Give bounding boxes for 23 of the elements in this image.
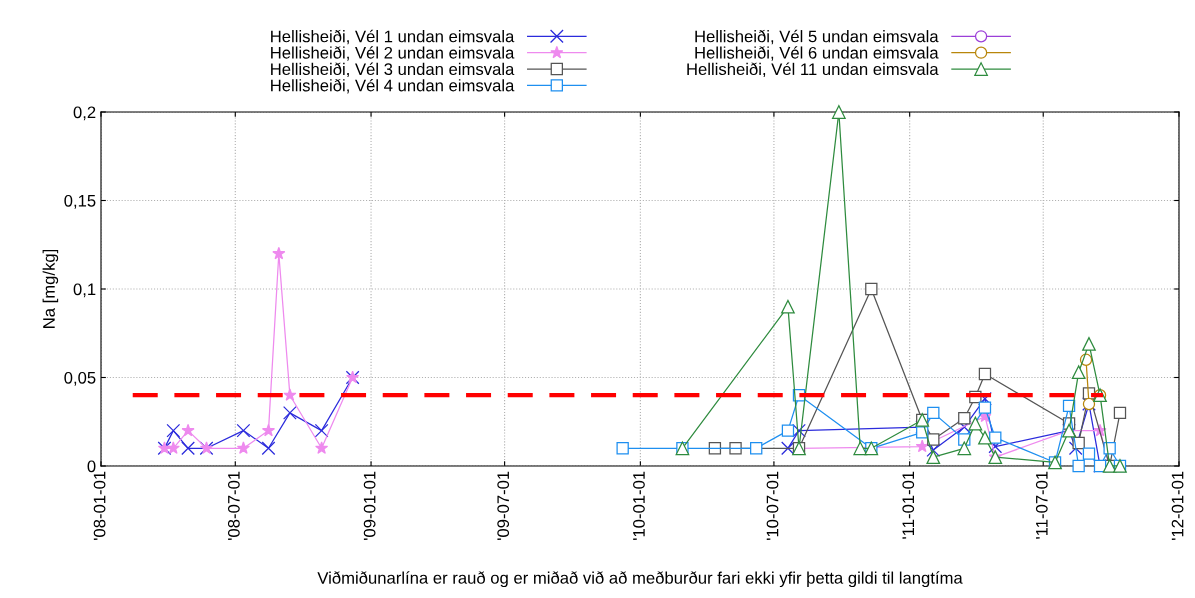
x-tick-label: '09-01-01 bbox=[363, 471, 376, 540]
y-axis-title: Na [mg/kg] bbox=[42, 249, 59, 328]
legend-label: Hellisheiði, Vél 4 undan eimsvala bbox=[271, 78, 515, 94]
legend-label: Hellisheiði, Vél 11 undan eimsvala bbox=[687, 62, 939, 78]
y-tick-label: 0,2 bbox=[73, 106, 96, 121]
x-tick-label: '09-07-01 bbox=[497, 471, 510, 540]
x-tick-label: '10-07-01 bbox=[766, 471, 779, 540]
legend-label: Hellisheiði, Vél 5 undan eimsvala bbox=[695, 29, 939, 45]
legend-label: Hellisheiði, Vél 1 undan eimsvala bbox=[271, 29, 515, 45]
x-tick-label: '08-07-01 bbox=[227, 471, 240, 540]
x-tick-label: '11-01-01 bbox=[902, 471, 915, 539]
legend-label: Hellisheiði, Vél 3 undan eimsvala bbox=[271, 62, 515, 78]
legend-label: Hellisheiði, Vél 6 undan eimsvala bbox=[695, 46, 939, 61]
y-tick-label: 0,15 bbox=[64, 194, 96, 209]
y-tick-label: 0 bbox=[87, 460, 96, 473]
x-tick-label: '10-01-01 bbox=[633, 471, 645, 540]
x-tick-label: '12-01-01 bbox=[1171, 471, 1184, 540]
x-tick-label: '08-01-01 bbox=[93, 471, 106, 540]
y-tick-label: 0,1 bbox=[73, 283, 96, 298]
x-tick-label: '11-07-01 bbox=[1035, 471, 1048, 539]
y-tick-label: 0,05 bbox=[64, 371, 96, 386]
legend-label: Hellisheiði, Vél 2 undan eimsvala bbox=[271, 46, 515, 61]
x-axis-title: Viðmiðunarlína er rauð og er miðað við að meðburður fari ekki yfir þetta gildi til langtíma bbox=[317, 571, 963, 588]
